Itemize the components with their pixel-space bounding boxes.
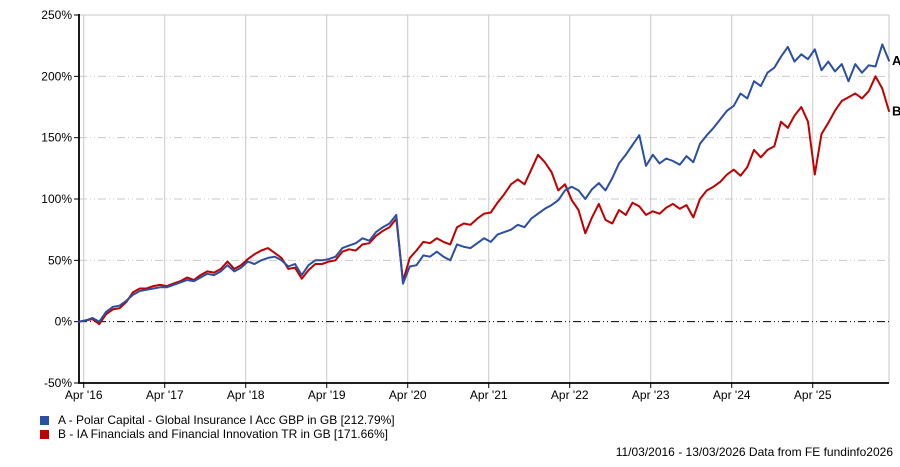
legend-swatch-b-icon: [40, 429, 49, 439]
x-axis-tick-label: Apr '20: [389, 388, 427, 402]
endpoint-label-B: B: [892, 104, 900, 119]
y-axis-tick-label: 150%: [41, 131, 72, 145]
endpoint-label-A: A: [892, 53, 900, 68]
x-axis-tick-label: Apr '24: [713, 388, 751, 402]
x-axis-tick-label: Apr '16: [65, 388, 103, 402]
y-axis-tick-label: -50%: [44, 376, 72, 390]
y-axis-tick-label: 100%: [41, 192, 72, 206]
legend-item-a: A - Polar Capital - Global Insurance I A…: [40, 413, 395, 427]
y-axis-tick-label: 250%: [41, 8, 72, 22]
date-range-source-text: 11/03/2016 - 13/03/2026 Data from FE fun…: [615, 445, 893, 459]
series-line-B: [78, 75, 890, 326]
legend-label-b: B - IA Financials and Financial Innovati…: [58, 427, 388, 441]
series-line-A: [78, 43, 890, 323]
x-axis-tick-label: Apr '22: [551, 388, 589, 402]
x-axis-tick-label: Apr '21: [470, 388, 508, 402]
x-axis-tick-label: Apr '25: [794, 388, 832, 402]
y-axis-tick-label: 200%: [41, 69, 72, 83]
x-axis-tick-label: Apr '18: [227, 388, 265, 402]
x-axis-tick-label: Apr '19: [308, 388, 346, 402]
legend: A - Polar Capital - Global Insurance I A…: [40, 413, 395, 441]
legend-item-b: B - IA Financials and Financial Innovati…: [40, 427, 395, 441]
legend-swatch-a-icon: [40, 415, 49, 425]
legend-label-a: A - Polar Capital - Global Insurance I A…: [58, 413, 395, 427]
y-axis-tick-label: 50%: [48, 253, 72, 267]
x-axis-tick-label: Apr '23: [632, 388, 670, 402]
y-axis-tick-label: 0%: [55, 315, 73, 329]
x-axis-tick-label: Apr '17: [146, 388, 184, 402]
